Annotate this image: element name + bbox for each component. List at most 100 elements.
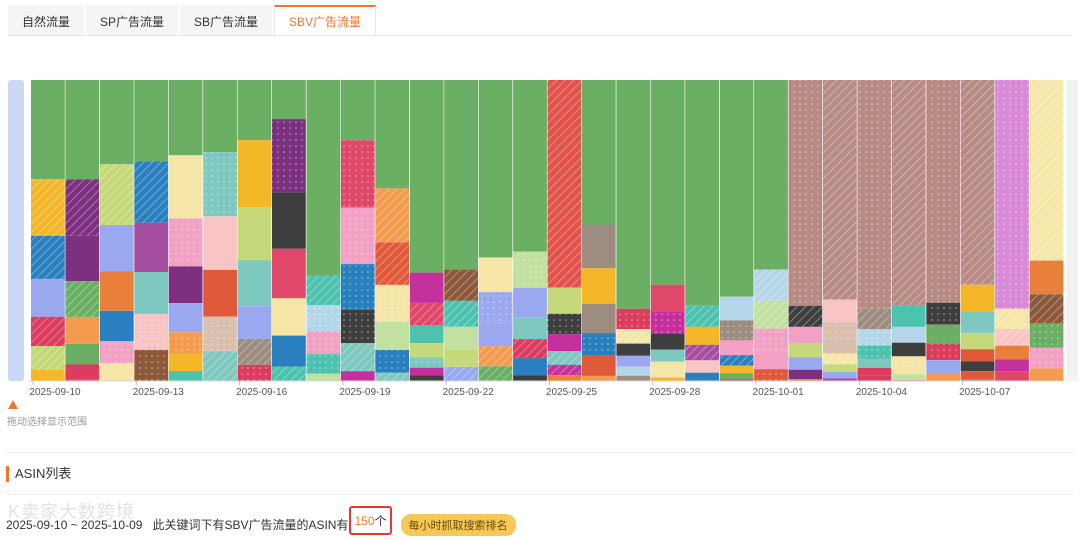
bar-segment[interactable] <box>823 299 857 323</box>
bar-segment[interactable] <box>995 371 1029 381</box>
bar-segment[interactable] <box>99 271 134 311</box>
bar-segment[interactable] <box>272 248 306 299</box>
bar-segment[interactable] <box>168 371 203 381</box>
bar-segment[interactable] <box>1029 368 1064 381</box>
tab-sbv-ads[interactable]: SBV广告流量 <box>274 5 377 35</box>
bar-segment[interactable] <box>823 339 857 354</box>
bar-segment[interactable] <box>616 375 651 381</box>
bar-segment[interactable] <box>650 333 685 350</box>
bar-top-segment[interactable] <box>754 80 788 270</box>
bar-top-segment[interactable] <box>375 80 410 189</box>
bar-segment[interactable] <box>719 373 754 380</box>
bar-segment[interactable] <box>168 303 203 333</box>
bar-segment[interactable] <box>926 324 961 344</box>
bar-segment[interactable] <box>444 326 478 350</box>
bar-segment[interactable] <box>581 268 616 304</box>
bar-segment[interactable] <box>788 343 823 358</box>
bar-segment[interactable] <box>409 325 444 343</box>
bar-segment[interactable] <box>444 349 478 367</box>
bar-segment[interactable] <box>857 358 892 368</box>
tab-sp-ads[interactable]: SP广告流量 <box>86 5 179 35</box>
bar-segment[interactable] <box>685 372 719 381</box>
bar-segment[interactable] <box>547 287 582 314</box>
bar-top-segment[interactable] <box>134 80 169 162</box>
bar-segment[interactable] <box>65 364 100 380</box>
bar-segment[interactable] <box>547 334 582 352</box>
bar-top-segment[interactable] <box>168 80 203 156</box>
bar-segment[interactable] <box>719 365 754 374</box>
bar-segment[interactable] <box>581 303 616 334</box>
bar-segment[interactable] <box>409 367 444 376</box>
bar-segment[interactable] <box>995 345 1029 360</box>
bar-segment[interactable] <box>788 379 823 381</box>
bar-segment[interactable] <box>409 375 444 381</box>
bar-segment[interactable] <box>581 224 616 269</box>
bar-segment[interactable] <box>272 335 306 367</box>
bar-segment[interactable] <box>891 305 926 327</box>
bar-segment[interactable] <box>616 343 651 356</box>
bar-segment[interactable] <box>237 140 272 208</box>
bar-segment[interactable] <box>719 379 754 382</box>
bar-segment[interactable] <box>272 192 306 249</box>
tab-organic[interactable]: 自然流量 <box>8 5 85 35</box>
bar-top-segment[interactable] <box>581 80 616 225</box>
bar-segment[interactable] <box>513 358 547 376</box>
bar-segment[interactable] <box>650 370 685 378</box>
bar-segment[interactable] <box>960 361 995 372</box>
bar-segment[interactable] <box>926 360 961 374</box>
bar-segment[interactable] <box>306 373 341 381</box>
bar-segment[interactable] <box>581 355 616 376</box>
bar-segment[interactable] <box>823 372 857 379</box>
bar-segment[interactable] <box>168 266 203 304</box>
bar-segment[interactable] <box>995 359 1029 372</box>
bar-segment[interactable] <box>547 375 582 381</box>
hourly-rank-button[interactable]: 每小时抓取搜索排名 <box>400 513 516 536</box>
bar-segment[interactable] <box>960 311 995 333</box>
bar-segment[interactable] <box>960 349 995 362</box>
bar-segment[interactable] <box>99 363 134 381</box>
bar-top-segment[interactable] <box>650 80 685 285</box>
bar-top-segment[interactable] <box>237 80 272 141</box>
bar-top-segment[interactable] <box>31 80 65 180</box>
bar-segment[interactable] <box>237 260 272 307</box>
bar-top-segment[interactable] <box>306 80 341 276</box>
bar-segment[interactable] <box>203 270 237 317</box>
bar-segment[interactable] <box>513 375 547 381</box>
bar-segment[interactable] <box>31 278 65 317</box>
bar-segment[interactable] <box>857 375 892 381</box>
bar-segment[interactable] <box>65 316 100 344</box>
bar-top-segment[interactable] <box>444 80 478 270</box>
bar-top-segment[interactable] <box>340 80 375 141</box>
bar-segment[interactable] <box>891 366 926 375</box>
bar-segment[interactable] <box>237 306 272 339</box>
bar-segment[interactable] <box>134 222 169 272</box>
bar-segment[interactable] <box>168 353 203 371</box>
bar-segment[interactable] <box>650 284 685 312</box>
bar-top-segment[interactable] <box>272 80 306 120</box>
bar-segment[interactable] <box>478 257 513 293</box>
zoom-slider-handle[interactable] <box>8 80 24 381</box>
bar-segment[interactable] <box>650 349 685 362</box>
bar-segment[interactable] <box>168 155 203 219</box>
zoom-arrow-icon[interactable] <box>8 400 18 409</box>
bar-top-segment[interactable] <box>99 80 134 165</box>
bar-segment[interactable] <box>1029 260 1064 295</box>
bar-segment[interactable] <box>926 374 961 381</box>
bar-segment[interactable] <box>685 360 719 373</box>
bar-segment[interactable] <box>788 369 823 380</box>
bar-segment[interactable] <box>65 379 100 381</box>
bar-segment[interactable] <box>650 361 685 371</box>
bar-top-segment[interactable] <box>409 80 444 273</box>
bar-segment[interactable] <box>203 216 237 270</box>
bar-segment[interactable] <box>754 350 788 370</box>
bar-top-segment[interactable] <box>203 80 237 153</box>
bar-segment[interactable] <box>788 357 823 370</box>
bar-segment[interactable] <box>375 321 410 351</box>
bar-segment[interactable] <box>65 343 100 365</box>
bar-segment[interactable] <box>685 326 719 345</box>
bar-segment[interactable] <box>891 326 926 343</box>
bar-segment[interactable] <box>99 225 134 272</box>
bar-segment[interactable] <box>788 326 823 344</box>
bar-segment[interactable] <box>960 332 995 350</box>
bar-segment[interactable] <box>719 296 754 321</box>
